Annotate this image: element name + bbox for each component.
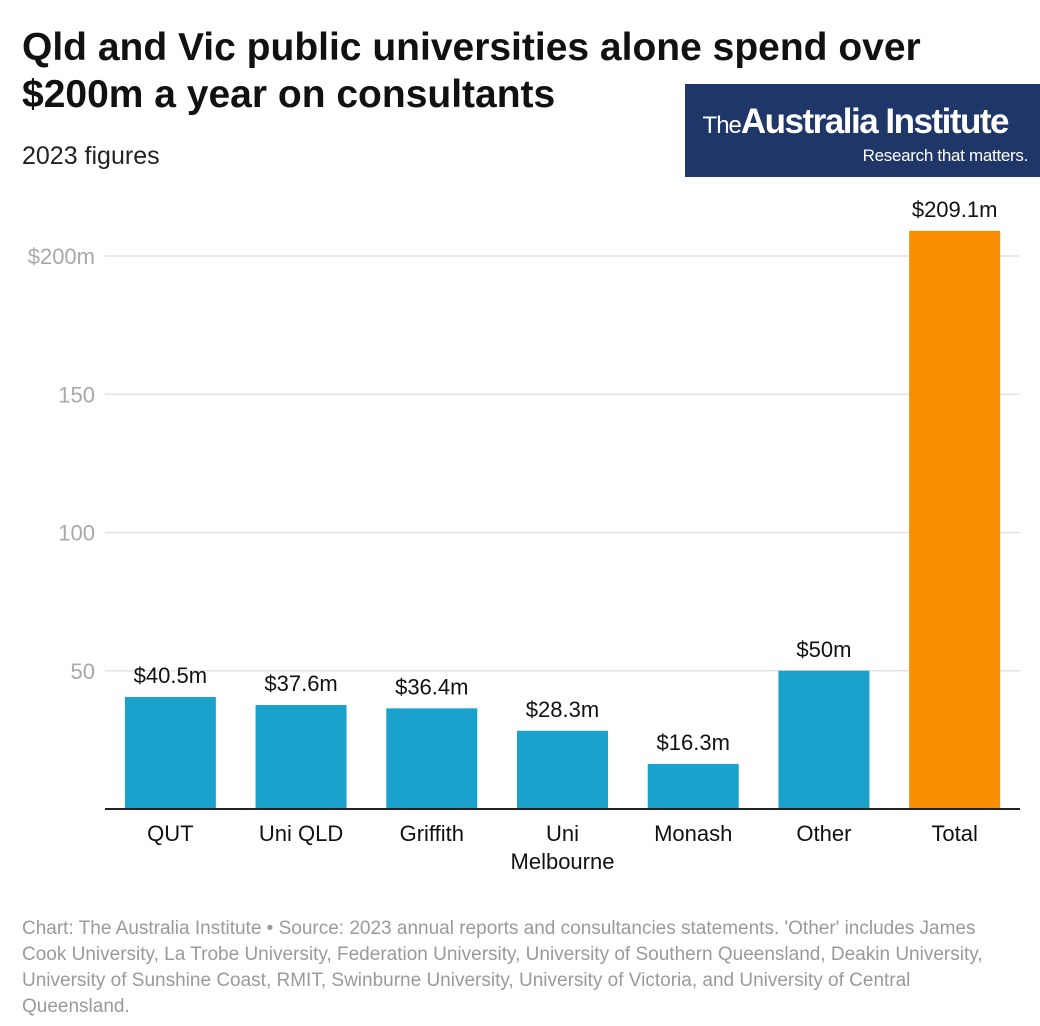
data-label: $209.1m xyxy=(912,197,998,222)
y-tick-label: 100 xyxy=(58,521,95,546)
bar xyxy=(647,763,739,809)
x-tick-label: Griffith xyxy=(400,821,464,846)
data-label: $36.4m xyxy=(395,674,468,699)
bar-chart: 50 100 150 $200m $40.5m QUT $37.6m Uni QLD $36.4… xyxy=(28,197,1020,874)
x-tick-label: Other xyxy=(796,821,851,846)
chart-title: Qld and Vic public universities alone sp… xyxy=(22,26,921,116)
data-label: $28.3m xyxy=(526,697,599,722)
data-label: $40.5m xyxy=(134,663,207,688)
bar xyxy=(255,705,347,809)
x-tick-label: Uni Melbourne xyxy=(511,821,615,874)
y-tick-label: 50 xyxy=(71,659,95,684)
australia-institute-logo: TheAustralia Institute Research that mat… xyxy=(685,84,1040,177)
x-tick-label: Total xyxy=(931,821,977,846)
chart-subtitle: 2023 figures xyxy=(22,142,160,170)
bar xyxy=(517,730,608,809)
bar xyxy=(386,708,478,809)
logo-the: The xyxy=(702,112,742,139)
x-tick-label: Uni QLD xyxy=(259,821,343,846)
chart-footer: Chart: The Australia Institute • Source:… xyxy=(22,918,983,1017)
logo-wordmark: TheAustralia Institute xyxy=(702,102,1010,142)
logo-tagline: Research that matters. xyxy=(862,146,1029,165)
logo-name: Australia Institute xyxy=(740,102,1010,141)
y-tick-label: 150 xyxy=(58,382,95,407)
x-tick-label: QUT xyxy=(147,821,193,846)
data-label: $37.6m xyxy=(264,671,337,696)
y-tick-label: $200m xyxy=(28,244,95,269)
x-tick-label: Monash xyxy=(654,821,732,846)
data-label: $16.3m xyxy=(657,730,730,755)
bar xyxy=(778,670,870,809)
bar xyxy=(909,230,1001,809)
data-label: $50m xyxy=(796,637,851,662)
bar xyxy=(124,697,216,809)
